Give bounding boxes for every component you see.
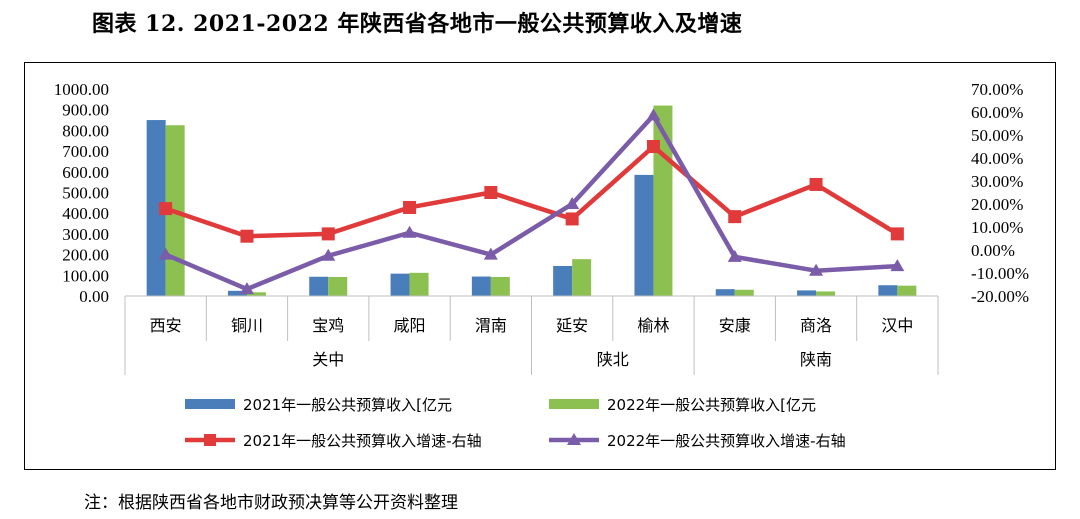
bar-2022-7 [734, 289, 754, 296]
y-left-tick-label: 300.00 [62, 225, 109, 244]
legend-label: 2022年一般公共预算收入增速-右轴 [607, 432, 846, 450]
y-left-tick-label: 100.00 [62, 266, 109, 285]
bar-2022-9 [897, 285, 917, 296]
bar-2021-6 [634, 174, 654, 296]
marker-triangle-2022-9 [890, 259, 905, 272]
bar-2022-1 [246, 292, 266, 296]
y-right-tick-label: -20.00% [971, 287, 1029, 306]
bar-2021-0 [146, 120, 166, 296]
chart-area: 0.00 100.00 200.00 300.00 400.00 500.00 600.00… [24, 62, 1056, 470]
legend-marker-triangle [567, 433, 581, 445]
category-label: 渭南 [475, 316, 507, 335]
marker-square-2021-1 [240, 229, 254, 243]
marker-triangle-2022-4 [483, 247, 498, 260]
y-left-tick-label: 600.00 [62, 163, 109, 182]
legend-label: 2022年一般公共预算收入[亿元 [607, 396, 816, 414]
bar-2021-9 [878, 285, 898, 296]
y-left-tick-label: 200.00 [62, 246, 109, 265]
line-series-2021 [164, 144, 899, 239]
bar-2022-2 [328, 276, 348, 296]
y-left-tick-label: 1000.00 [54, 80, 109, 99]
bar-2021-2 [309, 276, 329, 296]
marker-triangle-2022-5 [565, 197, 580, 209]
y-right-tick-label: 70.00% [971, 80, 1023, 99]
y-right-tick-label: 0.00% [971, 241, 1015, 260]
source-note: 注：根据陕西省各地市财政预决算等公开资料整理 [84, 493, 458, 513]
y-right-tick-label: 20.00% [971, 195, 1023, 214]
marker-triangle-2022-6 [646, 108, 661, 121]
category-label: 铜川 [231, 316, 263, 335]
marker-triangle-2022-2 [321, 248, 336, 261]
marker-triangle-2022-3 [402, 225, 417, 238]
marker-square-2021-3 [403, 200, 417, 214]
marker-square-2021-5 [565, 212, 579, 226]
bar-2022-8 [816, 291, 836, 296]
legend-marker-square [204, 434, 216, 446]
category-label: 宝鸡 [312, 316, 344, 335]
y-right-tick-label: 30.00% [971, 172, 1023, 191]
marker-square-2021-8 [809, 177, 823, 191]
bar-2022-4 [490, 276, 510, 296]
marker-square-2021-2 [321, 227, 335, 241]
y-left-tick-label: 900.00 [62, 101, 109, 120]
marker-triangle-2022-8 [809, 263, 824, 276]
bar-2021-8 [797, 290, 817, 296]
y-left-tick-label: 0.00 [79, 287, 109, 306]
category-label: 西安 [150, 316, 182, 335]
y-left-tick-label: 500.00 [62, 184, 109, 203]
bar-2021-5 [553, 265, 573, 296]
category-label: 商洛 [800, 316, 832, 335]
marker-square-2021-0 [159, 202, 173, 216]
y-left-tick-label: 800.00 [62, 121, 109, 140]
chart-title: 图表 12. 2021-2022 年陕西省各地市一般公共预算收入及增速 [92, 11, 743, 37]
marker-triangle-2022-1 [239, 282, 254, 295]
y-right-tick-label: 60.00% [971, 103, 1023, 122]
category-label: 榆林 [637, 316, 669, 335]
marker-square-2021-4 [484, 186, 498, 199]
marker-square-2021-9 [890, 227, 904, 241]
legend-swatch-bar [185, 399, 235, 409]
bar-2021-1 [227, 290, 247, 296]
y-right-tick-label: -10.00% [971, 264, 1029, 283]
bar-2022-3 [409, 272, 429, 296]
bar-2021-4 [471, 276, 491, 296]
bar-2022-5 [572, 259, 592, 296]
category-label: 安康 [719, 316, 751, 335]
legend-swatch-bar [549, 399, 599, 409]
marker-square-2021-7 [728, 210, 742, 224]
region-label: 陕南 [800, 350, 832, 369]
region-label: 陕北 [597, 350, 629, 369]
category-label: 汉中 [881, 316, 913, 335]
marker-square-2021-6 [646, 140, 660, 153]
y-left-tick-label: 400.00 [62, 204, 109, 223]
marker-triangle-2022-7 [727, 249, 742, 262]
marker-triangle-2022-0 [158, 247, 173, 260]
y-left-tick-label: 700.00 [62, 142, 109, 161]
bar-2021-7 [715, 289, 735, 296]
y-right-tick-label: 10.00% [971, 218, 1023, 237]
region-label: 关中 [312, 350, 344, 369]
category-label: 咸阳 [394, 316, 426, 335]
category-label: 延安 [556, 316, 588, 335]
legend-label: 2021年一般公共预算收入增速-右轴 [243, 432, 482, 450]
bar-2021-3 [390, 273, 410, 296]
legend-label: 2021年一般公共预算收入[亿元 [243, 396, 452, 414]
y-right-tick-label: 40.00% [971, 149, 1023, 168]
line-series-2022 [164, 113, 898, 292]
y-right-tick-label: 50.00% [971, 126, 1023, 145]
